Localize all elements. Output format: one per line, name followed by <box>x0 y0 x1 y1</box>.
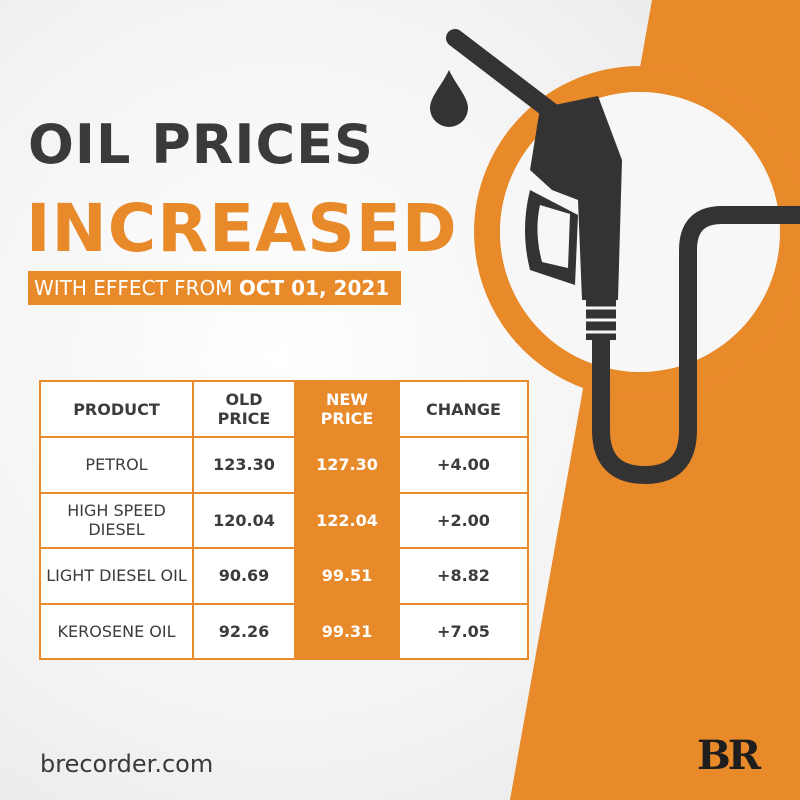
cell-product: KEROSENE OIL <box>39 602 194 660</box>
orange-ring <box>474 66 800 398</box>
headline-oil-prices: OIL PRICES <box>28 113 374 176</box>
cell-change: +4.00 <box>398 436 529 494</box>
cell-new-price: 99.31 <box>294 602 400 660</box>
cell-old-price: 120.04 <box>192 491 296 549</box>
website-link[interactable]: brecorder.com <box>40 750 214 778</box>
cell-product: HIGH SPEED DIESEL <box>39 491 194 549</box>
effective-prefix: WITH EFFECT FROM <box>34 276 239 300</box>
br-logo: BR <box>697 732 761 779</box>
table-row: KEROSENE OIL 92.26 99.31 +7.05 <box>39 602 529 660</box>
fuel-nozzle-icon <box>446 29 800 485</box>
table-header-row: PRODUCT OLD PRICE NEW PRICE CHANGE <box>39 380 529 438</box>
cell-product: LIGHT DIESEL OIL <box>39 547 194 605</box>
effective-date: OCT 01, 2021 <box>238 276 390 300</box>
cell-product: PETROL <box>39 436 194 494</box>
table-row: HIGH SPEED DIESEL 120.04 122.04 +2.00 <box>39 491 529 549</box>
cell-new-price: 127.30 <box>294 436 400 494</box>
cell-change: +7.05 <box>398 602 529 660</box>
cell-new-price: 99.51 <box>294 547 400 605</box>
table-row: PETROL 123.30 127.30 +4.00 <box>39 436 529 494</box>
cell-change: +2.00 <box>398 491 529 549</box>
header-product: PRODUCT <box>39 380 194 438</box>
header-change: CHANGE <box>398 380 529 438</box>
effective-date-banner: WITH EFFECT FROM OCT 01, 2021 <box>28 271 402 305</box>
cell-new-price: 122.04 <box>294 491 400 549</box>
header-new-price: NEW PRICE <box>294 380 400 438</box>
table-row: LIGHT DIESEL OIL 90.69 99.51 +8.82 <box>39 547 529 605</box>
headline-increased: INCREASED <box>26 190 458 267</box>
price-table: PRODUCT OLD PRICE NEW PRICE CHANGE PETRO… <box>39 380 529 660</box>
cell-old-price: 92.26 <box>192 602 296 660</box>
cell-old-price: 123.30 <box>192 436 296 494</box>
cell-old-price: 90.69 <box>192 547 296 605</box>
oil-drop-icon <box>430 70 468 127</box>
header-old-price: OLD PRICE <box>192 380 296 438</box>
cell-change: +8.82 <box>398 547 529 605</box>
